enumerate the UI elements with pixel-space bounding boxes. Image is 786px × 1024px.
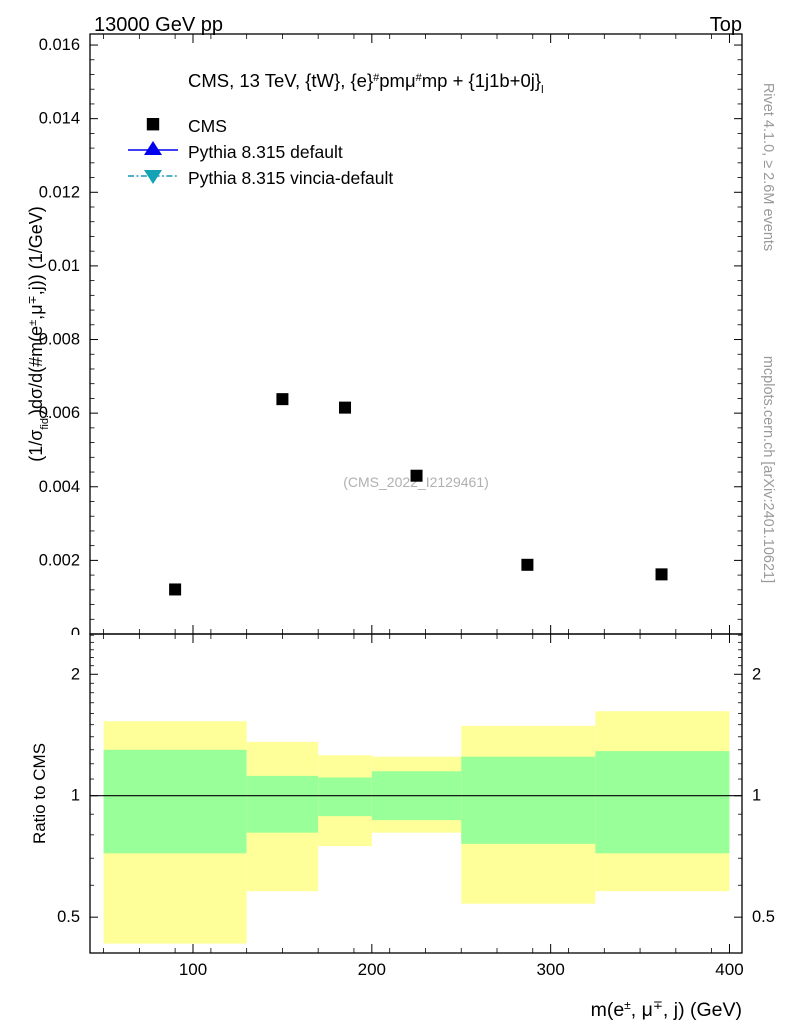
svg-text:300: 300 (536, 960, 564, 979)
svg-text:200: 200 (358, 960, 386, 979)
svg-text:1: 1 (71, 787, 80, 805)
svg-text:0.012: 0.012 (39, 183, 80, 201)
svg-text:0.014: 0.014 (39, 110, 80, 128)
svg-text:0.5: 0.5 (57, 908, 80, 926)
svg-text:Rivet 4.1.0, ≥ 2.6M events: Rivet 4.1.0, ≥ 2.6M events (760, 83, 776, 251)
svg-text:0.01: 0.01 (48, 257, 80, 275)
svg-text:0.004: 0.004 (39, 478, 80, 496)
svg-text:0.002: 0.002 (39, 551, 80, 569)
svg-text:Ratio to CMS: Ratio to CMS (30, 743, 49, 844)
svg-text:0.016: 0.016 (39, 36, 80, 54)
svg-text:Pythia 8.315 default: Pythia 8.315 default (188, 142, 343, 162)
svg-text:m(e±, μ∓, j) (GeV): m(e±, μ∓, j) (GeV) (591, 998, 742, 1021)
svg-text:Top: Top (710, 14, 742, 36)
svg-text:mcplots.cern.ch [arXiv:2401.10: mcplots.cern.ch [arXiv:2401.10621] (760, 356, 776, 583)
svg-text:Pythia 8.315 vincia-default: Pythia 8.315 vincia-default (188, 168, 393, 188)
svg-text:CMS: CMS (188, 116, 227, 136)
svg-text:400: 400 (715, 960, 743, 979)
svg-text:0.5: 0.5 (752, 908, 775, 926)
svg-text:100: 100 (179, 960, 207, 979)
svg-text:2: 2 (752, 665, 761, 683)
svg-text:1: 1 (752, 787, 761, 805)
svg-text:2: 2 (71, 665, 80, 683)
svg-text:13000 GeV pp: 13000 GeV pp (94, 14, 223, 36)
